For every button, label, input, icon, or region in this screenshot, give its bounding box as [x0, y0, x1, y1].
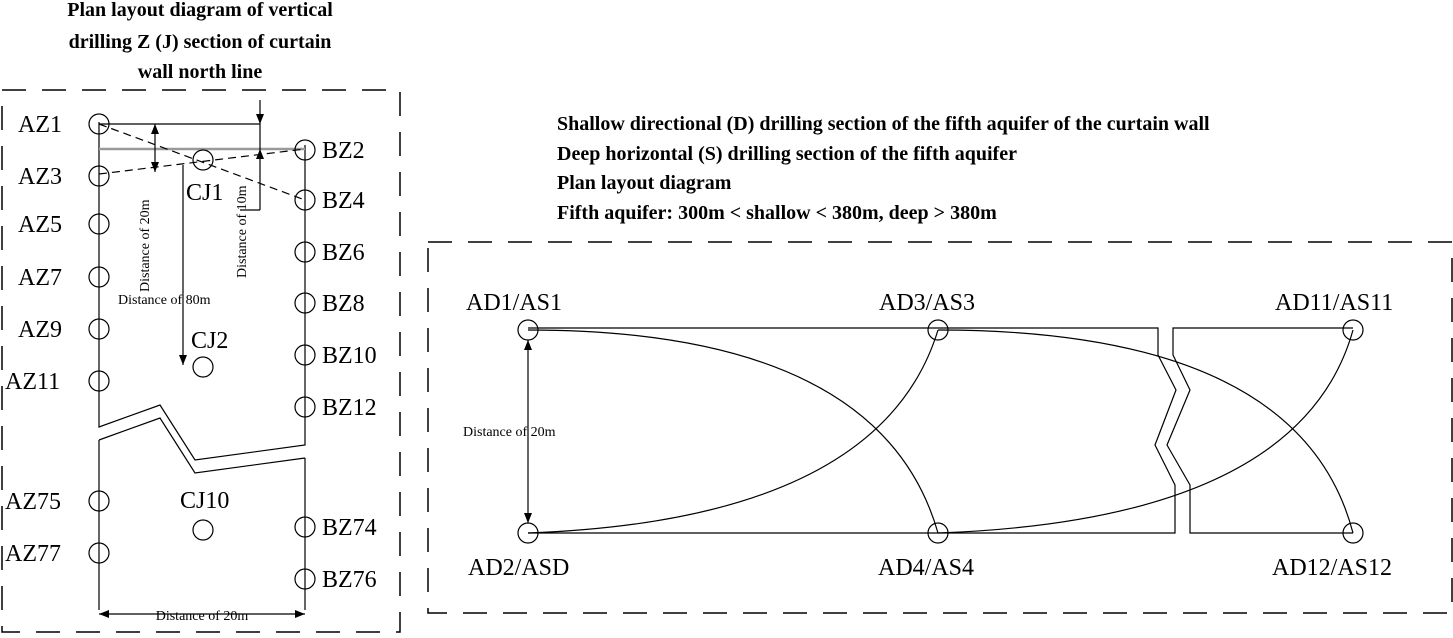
dim-80m-arrow [179, 355, 187, 365]
section-left-outline [528, 327, 1177, 534]
well-ad12-as12-circle [1342, 522, 1364, 544]
well-az75-circle [88, 490, 110, 512]
well-ad1-as1-label: AD1/AS1 [466, 290, 562, 316]
dim-10m-arrows [256, 114, 264, 159]
b-row-wells: BZ2 BZ4 BZ6 BZ8 BZ10 BZ12 BZ74 BZ76 [294, 138, 377, 593]
curve-ad4-ad11 [937, 329, 1354, 534]
well-bz4-circle [294, 189, 316, 211]
well-az77-label: AZ77 [5, 541, 61, 567]
well-az1-label: AZ1 [18, 112, 62, 138]
well-ad3-as3-label: AD3/AS3 [879, 290, 975, 316]
well-ad11-as11-circle [1342, 319, 1364, 341]
well-az11-label: AZ11 [5, 369, 60, 395]
well-bz12-circle [294, 396, 316, 418]
well-cj1-label: CJ1 [186, 180, 223, 206]
well-bz6-circle [294, 241, 316, 263]
c-wells: CJ1 CJ2 CJ10 [180, 149, 229, 541]
right-diagram: Shallow directional (D) drilling section… [427, 113, 1453, 614]
well-cj10-circle [192, 519, 214, 541]
dim-20m-bottom-label: Distance of 20m [156, 609, 249, 624]
curve-ad1-ad4 [527, 329, 939, 534]
connector-az1-bz4 [98, 123, 306, 201]
well-ad3-as3-circle [927, 319, 949, 341]
well-az5-label: AZ5 [18, 212, 62, 238]
well-ad2-asd-circle [517, 522, 539, 544]
right-title-line-2: Deep horizontal (S) drilling section of … [557, 143, 1017, 165]
well-bz4-label: BZ4 [322, 188, 365, 214]
well-ad4-as4-circle [927, 522, 949, 544]
well-az11-circle [88, 370, 110, 392]
connector-az3-bz2 [98, 148, 306, 175]
well-bz74-circle [294, 516, 316, 538]
well-cj1-circle [192, 149, 214, 171]
well-bz74-label: BZ74 [322, 515, 377, 541]
well-bz76-label: BZ76 [322, 567, 377, 593]
well-az7-label: AZ7 [18, 265, 62, 291]
dim-20m-vertical-label: Distance of 20m [138, 199, 153, 292]
wall-upper-outer [98, 122, 306, 461]
right-title-line-1: Shallow directional (D) drilling section… [557, 113, 1210, 135]
well-cj2-label: CJ2 [191, 328, 228, 354]
well-bz12-label: BZ12 [322, 395, 377, 421]
well-cj10-label: CJ10 [180, 488, 229, 514]
well-bz10-label: BZ10 [322, 343, 377, 369]
left-dashed-frame [1, 89, 401, 633]
well-ad1-as1-circle [517, 319, 539, 341]
right-wells: AD1/AS1 AD3/AS3 AD11/AS11 AD2/ASD AD4/AS… [466, 290, 1393, 581]
well-az7-circle [88, 266, 110, 288]
well-az77-circle [88, 542, 110, 564]
well-az1-circle [88, 113, 110, 135]
well-az5-circle [88, 213, 110, 235]
left-title-line-2: drilling Z (J) section of curtain [69, 31, 332, 53]
curve-ad3-ad12 [937, 329, 1354, 534]
wall-break-lower-line [98, 417, 306, 474]
well-ad4-as4-label: AD4/AS4 [878, 555, 974, 581]
well-az9-circle [88, 318, 110, 340]
well-bz10-circle [294, 344, 316, 366]
well-bz2-circle [294, 139, 316, 161]
well-ad11-as11-label: AD11/AS11 [1275, 290, 1393, 316]
well-bz8-label: BZ8 [322, 291, 365, 317]
well-az3-label: AZ3 [18, 164, 62, 190]
well-bz6-label: BZ6 [322, 240, 365, 266]
dim-20m-arrows [151, 124, 159, 172]
section-right-outline [1166, 327, 1353, 534]
left-diagram: Plan layout diagram of vertical drilling… [1, 0, 401, 633]
well-az3-circle [88, 165, 110, 187]
left-title-line-1: Plan layout diagram of vertical [67, 0, 333, 21]
left-title-line-3: wall north line [138, 61, 263, 83]
well-bz2-label: BZ2 [322, 138, 365, 164]
well-az9-label: AZ9 [18, 317, 62, 343]
right-title-line-3: Plan layout diagram [557, 172, 732, 194]
curve-ad2-ad3 [527, 329, 939, 534]
well-ad2-asd-label: AD2/ASD [468, 555, 569, 581]
well-az75-label: AZ75 [5, 489, 61, 515]
a-row-wells: AZ1 AZ3 AZ5 AZ7 AZ9 AZ11 AZ75 AZ77 [5, 112, 110, 567]
right-title-line-4: Fifth aquifer: 300m < shallow < 380m, de… [557, 202, 997, 224]
dim-80m-label: Distance of 80m [118, 293, 211, 308]
well-ad12-as12-label: AD12/AS12 [1272, 555, 1392, 581]
dim-right-20m-label: Distance of 20m [463, 425, 556, 440]
well-bz76-circle [294, 568, 316, 590]
well-bz8-circle [294, 292, 316, 314]
dim-10m-vertical-label: Distance of 10m [235, 185, 250, 278]
well-cj2-circle [192, 356, 214, 378]
right-dashed-frame [427, 241, 1453, 614]
